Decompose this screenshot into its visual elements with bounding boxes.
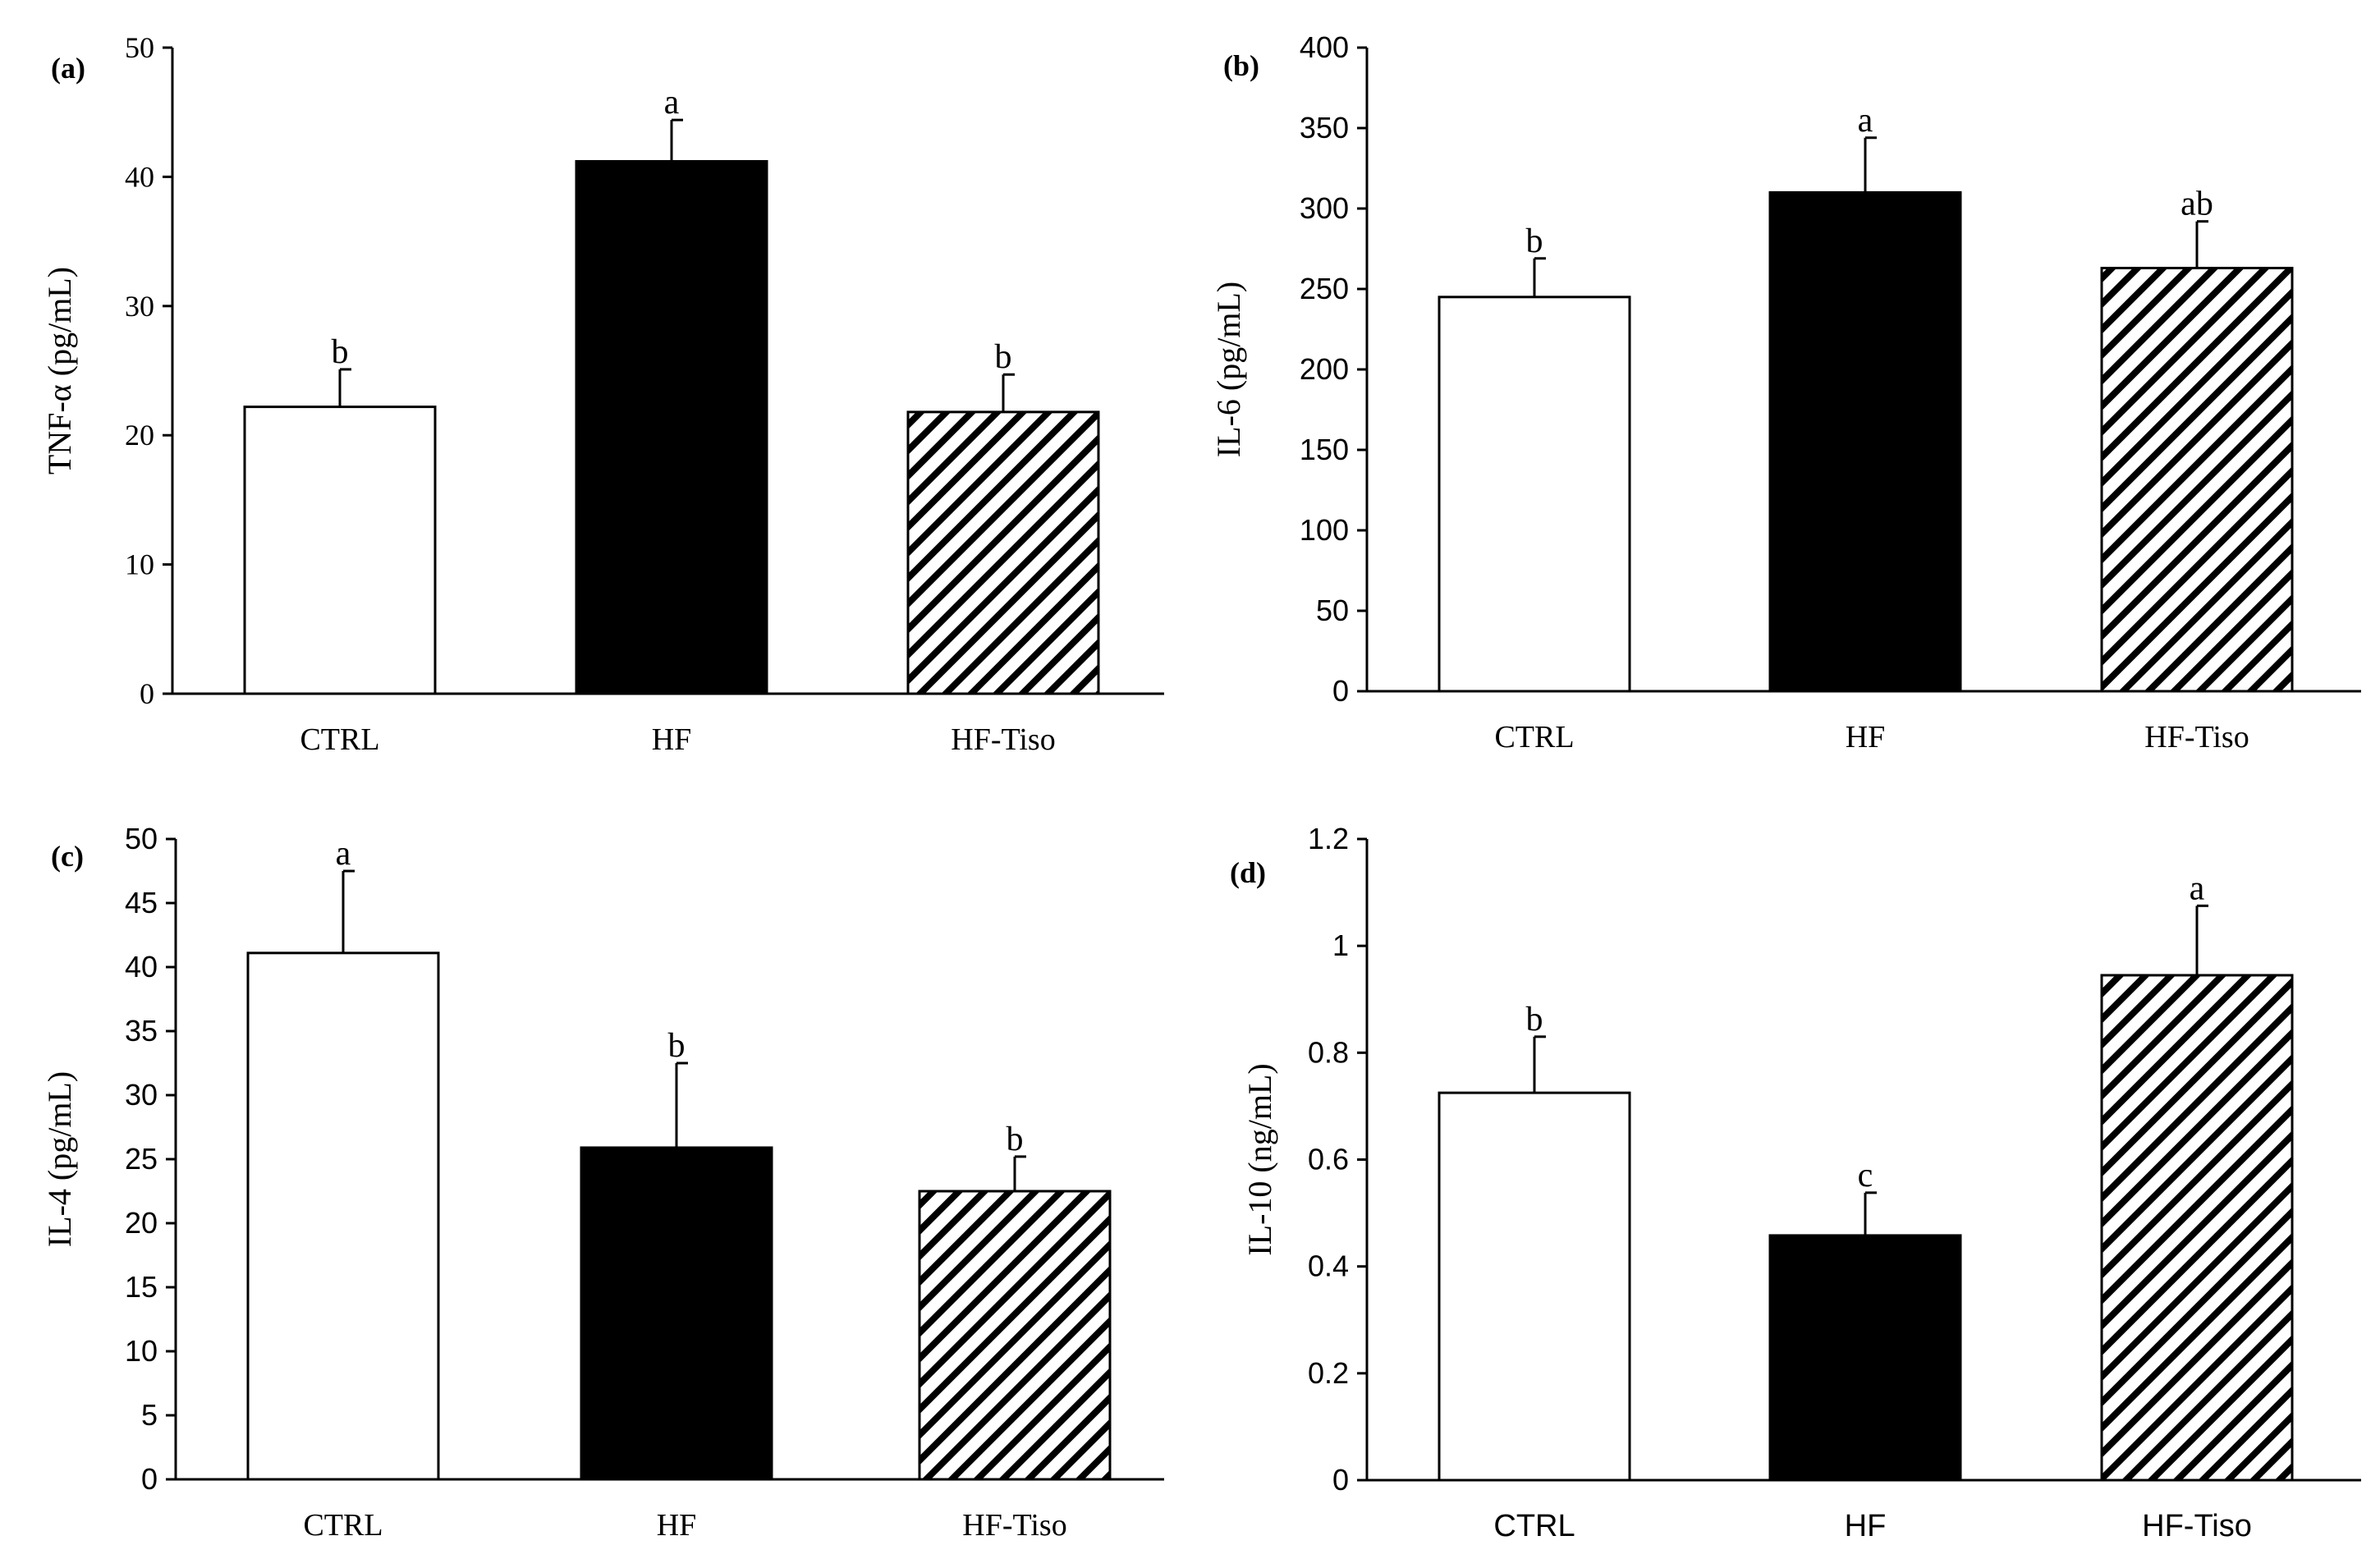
y-tick-label: 1.2 [1308, 822, 1349, 855]
x-tick-label: HF-Tiso [2142, 1509, 2252, 1543]
y-tick-label: 50 [125, 31, 154, 64]
bar-hf-tiso [918, 1190, 1112, 1481]
x-tick-label: CTRL [303, 1508, 383, 1543]
bar-hf [1768, 1234, 1962, 1482]
y-axis-title: IL-10 (ng/mL) [1241, 1063, 1278, 1255]
bar-ctrl [1438, 296, 1631, 693]
bar-hf [575, 160, 768, 695]
x-tick-label: CTRL [300, 722, 379, 757]
y-tick-label: 0 [1332, 1463, 1349, 1497]
y-axis-title: TNF-α (pg/mL) [41, 267, 78, 475]
y-tick-label: 250 [1300, 272, 1349, 305]
significance-label: b [995, 338, 1012, 376]
bar-ctrl [243, 406, 437, 695]
y-tick-label: 50 [125, 822, 158, 855]
significance-label: b [1007, 1121, 1024, 1158]
y-tick-label: 25 [125, 1142, 158, 1176]
bar-hf [580, 1146, 773, 1481]
chart-panel-4: 0 0.2 0.4 0.6 0.8 1 1.2 IL-10 (ng/mL) (d) b CTRL c H… [1230, 822, 2361, 1543]
y-tick-label: 5 [141, 1398, 158, 1432]
significance-label: a [1858, 102, 1873, 140]
bar-hf-tiso [2100, 267, 2294, 693]
bar-hf-tiso [2100, 974, 2294, 1482]
significance-label: b [668, 1027, 686, 1065]
y-tick-label: 35 [125, 1014, 158, 1048]
x-tick-label: HF [657, 1508, 697, 1543]
y-tick-label: 20 [125, 1206, 158, 1240]
x-tick-label: HF [652, 722, 692, 757]
panel-label: (c) [51, 840, 84, 873]
x-tick-label: HF-Tiso [962, 1508, 1066, 1543]
y-tick-label: 350 [1300, 111, 1349, 144]
significance-label: a [336, 835, 351, 873]
chart-panel-3: 0 5 10 15 20 25 30 35 40 45 50 IL-4 (pg/mL) (c) a CTRL… [41, 822, 1164, 1543]
significance-label: ab [2181, 186, 2213, 223]
y-tick-label: 40 [125, 950, 158, 983]
y-tick-label: 0.8 [1308, 1035, 1349, 1069]
chart-panel-1: 0 10 20 30 40 50 TNF-α (pg/mL) (a) b CTRL a HF b HF-T… [41, 31, 1164, 757]
significance-label: a [2190, 869, 2205, 907]
significance-label: c [1858, 1157, 1873, 1194]
x-tick-label: HF [1846, 720, 1886, 754]
y-tick-label: 300 [1300, 191, 1349, 225]
y-tick-label: 0.2 [1308, 1356, 1349, 1390]
y-tick-label: 10 [125, 1334, 158, 1368]
significance-label: b [1526, 1001, 1543, 1038]
x-tick-label: HF [1845, 1509, 1887, 1543]
x-tick-label: CTRL [1493, 1509, 1575, 1543]
y-axis-title: IL-6 (pg/mL) [1210, 282, 1247, 457]
y-tick-label: 30 [125, 290, 154, 323]
panel-label: (a) [51, 52, 85, 85]
significance-label: b [332, 333, 349, 371]
bar-hf [1768, 190, 1962, 693]
y-tick-label: 400 [1300, 30, 1349, 64]
panel-label: (d) [1230, 856, 1266, 889]
x-tick-label: HF-Tiso [951, 722, 1055, 757]
y-tick-label: 30 [125, 1078, 158, 1112]
y-tick-label: 10 [125, 548, 154, 581]
significance-label: b [1526, 222, 1543, 260]
y-tick-label: 0 [1332, 674, 1349, 708]
y-tick-label: 1 [1332, 928, 1349, 962]
x-tick-label: HF-Tiso [2144, 720, 2249, 754]
y-tick-label: 0.4 [1308, 1249, 1349, 1283]
y-tick-label: 150 [1300, 433, 1349, 466]
y-tick-label: 50 [1316, 594, 1349, 627]
y-tick-label: 20 [125, 419, 154, 452]
chart-panel-2: 0 50 100 150 200 250 300 350 400 IL-6 (pg/mL) (b) b… [1210, 30, 2361, 754]
y-tick-label: 45 [125, 886, 158, 919]
y-tick-label: 15 [125, 1270, 158, 1304]
bar-ctrl [1438, 1091, 1631, 1482]
y-tick-label: 40 [125, 160, 154, 193]
y-tick-label: 0 [141, 1462, 158, 1496]
y-tick-label: 0 [140, 677, 154, 710]
y-axis-title: IL-4 (pg/mL) [41, 1071, 78, 1247]
y-tick-label: 100 [1300, 513, 1349, 547]
y-tick-label: 0.6 [1308, 1143, 1349, 1176]
y-tick-label: 200 [1300, 352, 1349, 386]
x-tick-label: CTRL [1494, 720, 1574, 754]
panel-label: (b) [1223, 49, 1259, 82]
bar-ctrl [246, 951, 440, 1481]
significance-label: a [664, 84, 680, 121]
bar-hf-tiso [906, 410, 1100, 695]
